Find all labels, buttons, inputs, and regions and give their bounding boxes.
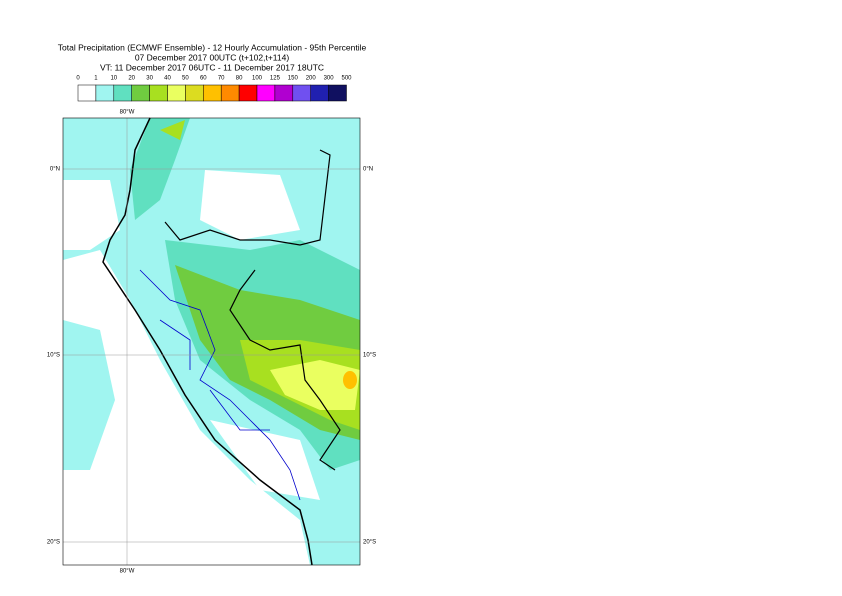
yellow-area [270, 360, 360, 410]
dry-area [210, 420, 320, 500]
legend-swatch [274, 84, 294, 102]
legend-swatch [256, 84, 276, 102]
border [164, 149, 341, 471]
legend-swatch [149, 84, 168, 102]
legend-label: 20 [128, 76, 135, 82]
map [62, 117, 361, 566]
legend-swatch [113, 84, 132, 102]
green-area [160, 120, 185, 140]
coastline [102, 117, 313, 566]
orange-area [343, 371, 357, 389]
legend-label: 30 [146, 76, 153, 82]
header: Total Precipitation (ECMWF Ensemble) - 1… [58, 42, 367, 72]
legend-swatch [328, 84, 347, 102]
dry-area [63, 250, 310, 565]
legend-label: 150 [288, 76, 299, 82]
legend-swatch [131, 84, 150, 102]
lat-label: 0°N [50, 167, 60, 173]
legend-swatch [167, 84, 186, 102]
map-frame [62, 117, 361, 566]
legend-swatch [95, 84, 115, 102]
legend-label: 125 [270, 76, 281, 82]
legend-swatch [220, 84, 240, 102]
dry-area [63, 180, 120, 250]
legend-label: 60 [200, 76, 207, 82]
lat-label: 20°S [47, 540, 60, 546]
legend-swatch [292, 84, 311, 102]
legend-label: 200 [306, 76, 317, 82]
legend-label: 50 [182, 76, 189, 82]
legend-swatch [310, 84, 329, 102]
legend-label: 70 [218, 76, 225, 82]
legend-swatch [238, 84, 258, 102]
lat-label: 0°N [363, 167, 373, 173]
legend-label: 0 [76, 76, 80, 82]
legend-label: 500 [341, 76, 352, 82]
lat-label: 20°S [363, 540, 376, 546]
legend-swatch [77, 84, 97, 102]
legend-label: 80 [236, 76, 243, 82]
lat-label: 10°S [47, 353, 60, 359]
legend-swatch [203, 84, 222, 102]
title-line: Total Precipitation (ECMWF Ensemble) - 1… [58, 42, 367, 52]
dry-area [200, 170, 300, 240]
legend-label: 100 [252, 76, 263, 82]
legend: 0 1 10 20 30 40 50 60 70 80 100 125 150 200 300 500 [76, 76, 352, 102]
lon-label: 80°W [120, 569, 135, 575]
lat-label: 10°S [363, 353, 376, 359]
lon-label: 80°W [120, 110, 135, 116]
legend-label: 300 [324, 76, 335, 82]
regional-border [139, 269, 301, 501]
wet-area [63, 320, 115, 470]
legend-label: 10 [110, 76, 117, 82]
legend-label: 40 [164, 76, 171, 82]
title-line: 07 December 2017 00UTC (t+102,t+114) [135, 52, 290, 62]
legend-swatch [185, 84, 204, 102]
legend-label: 1 [94, 76, 98, 82]
coord-labels: 0°N 0°N 10°S 10°S 20°S 20°S 80°W 80°W [47, 110, 376, 575]
title-line: VT: 11 December 2017 06UTC - 11 December… [100, 62, 324, 72]
